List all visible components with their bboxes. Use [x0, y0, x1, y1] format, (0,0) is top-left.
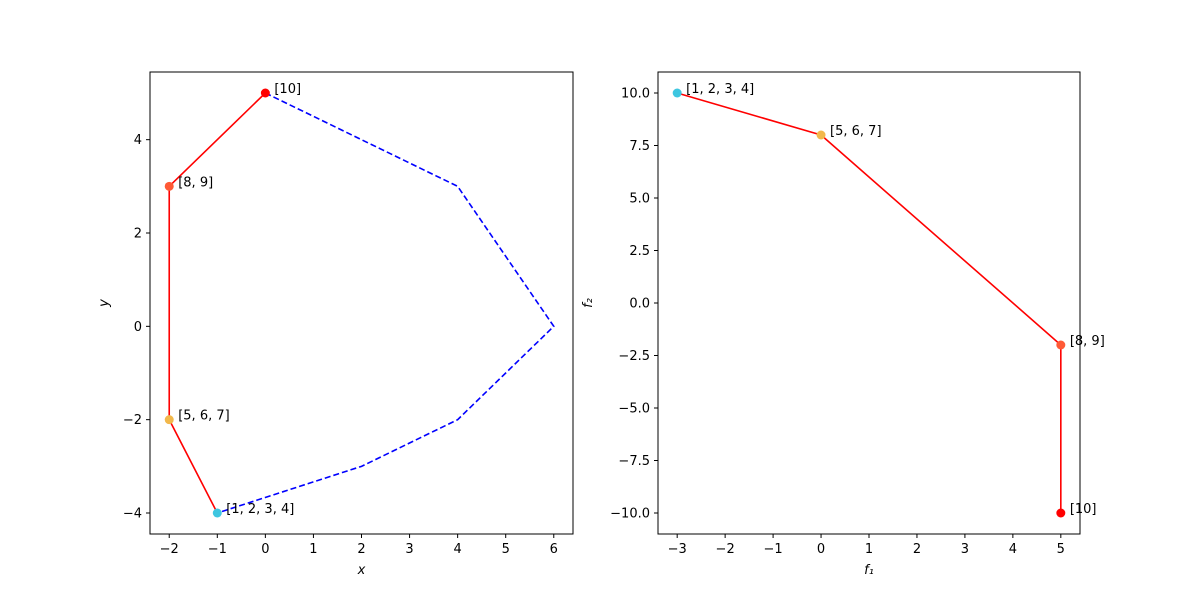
data-point-label: [1, 2, 3, 4]: [686, 82, 754, 97]
x-tick-label: 1: [865, 542, 873, 557]
x-tick-label: 2: [357, 542, 365, 557]
x-tick-label: −1: [764, 542, 783, 557]
y-tick-label: −7.5: [618, 454, 650, 469]
front-solid-line: [676, 92, 1062, 513]
x-tick-label: 1: [309, 542, 317, 557]
data-point-marker: [164, 181, 174, 191]
data-point-label: [8, 9]: [1070, 334, 1105, 349]
y-tick-label: 5.0: [629, 192, 650, 207]
x-tick-label: 0: [261, 542, 269, 557]
y-tick-label: 2: [134, 227, 142, 242]
y-tick-label: 0.0: [629, 297, 650, 312]
x-tick-label: 6: [550, 542, 558, 557]
x-tick-label: 3: [961, 542, 969, 557]
x-tick-label: −3: [668, 542, 687, 557]
data-point-marker: [260, 88, 270, 98]
x-tick-label: −1: [208, 542, 227, 557]
x-tick-label: −2: [716, 542, 735, 557]
data-point-marker: [212, 508, 222, 518]
data-point-marker: [164, 415, 174, 425]
x-tick-label: 2: [913, 542, 921, 557]
front-solid-line: [168, 92, 266, 514]
y-tick-label: 4: [134, 133, 142, 148]
data-point-label: [10]: [1070, 502, 1097, 517]
data-point-label: [1, 2, 3, 4]: [226, 502, 294, 517]
x-tick-label: 4: [1009, 542, 1017, 557]
y-tick-label: 2.5: [629, 244, 650, 259]
y-tick-label: −5.0: [618, 402, 650, 417]
x-tick-label: 3: [405, 542, 413, 557]
data-point-marker: [816, 130, 826, 140]
right-chart-panel: −3 −2 −1 0 1 2 3 4 5 −10.0 −7.5 −5.0 −2.5 0.0 2.5 5.0 7.…: [581, 71, 1105, 578]
x-axis-label: x: [357, 563, 366, 578]
data-point-label: [8, 9]: [178, 175, 213, 190]
y-axis-label: y: [97, 299, 112, 308]
left-chart-panel: −2 −1 0 1 2 3 4 5 6 −4 −2 0 2 4 x y [1, 2, 3, 4] [5, 6, 7…: [97, 71, 574, 578]
data-point-marker: [1056, 340, 1066, 350]
y-tick-label: 0: [134, 320, 142, 335]
y-tick-label: 10.0: [621, 87, 650, 102]
y-tick-label: 7.5: [629, 139, 650, 154]
data-point-label: [10]: [274, 82, 301, 97]
x-tick-label: 0: [817, 542, 825, 557]
x-tick-label: 5: [1057, 542, 1065, 557]
x-axis-label: f₁: [864, 563, 874, 578]
data-point-marker: [672, 88, 682, 98]
y-tick-label: −2: [123, 413, 142, 428]
hull-dashed-line: [217, 92, 555, 514]
data-point-marker: [1056, 508, 1066, 518]
y-axis-label: f₂: [581, 298, 596, 308]
x-tick-label: 4: [453, 542, 461, 557]
data-point-label: [5, 6, 7]: [830, 124, 882, 139]
y-tick-label: −2.5: [618, 349, 650, 364]
y-tick-label: −4: [123, 507, 142, 522]
data-point-label: [5, 6, 7]: [178, 409, 230, 424]
x-tick-label: 5: [502, 542, 510, 557]
y-tick-label: −10.0: [610, 507, 650, 522]
x-tick-label: −2: [160, 542, 179, 557]
